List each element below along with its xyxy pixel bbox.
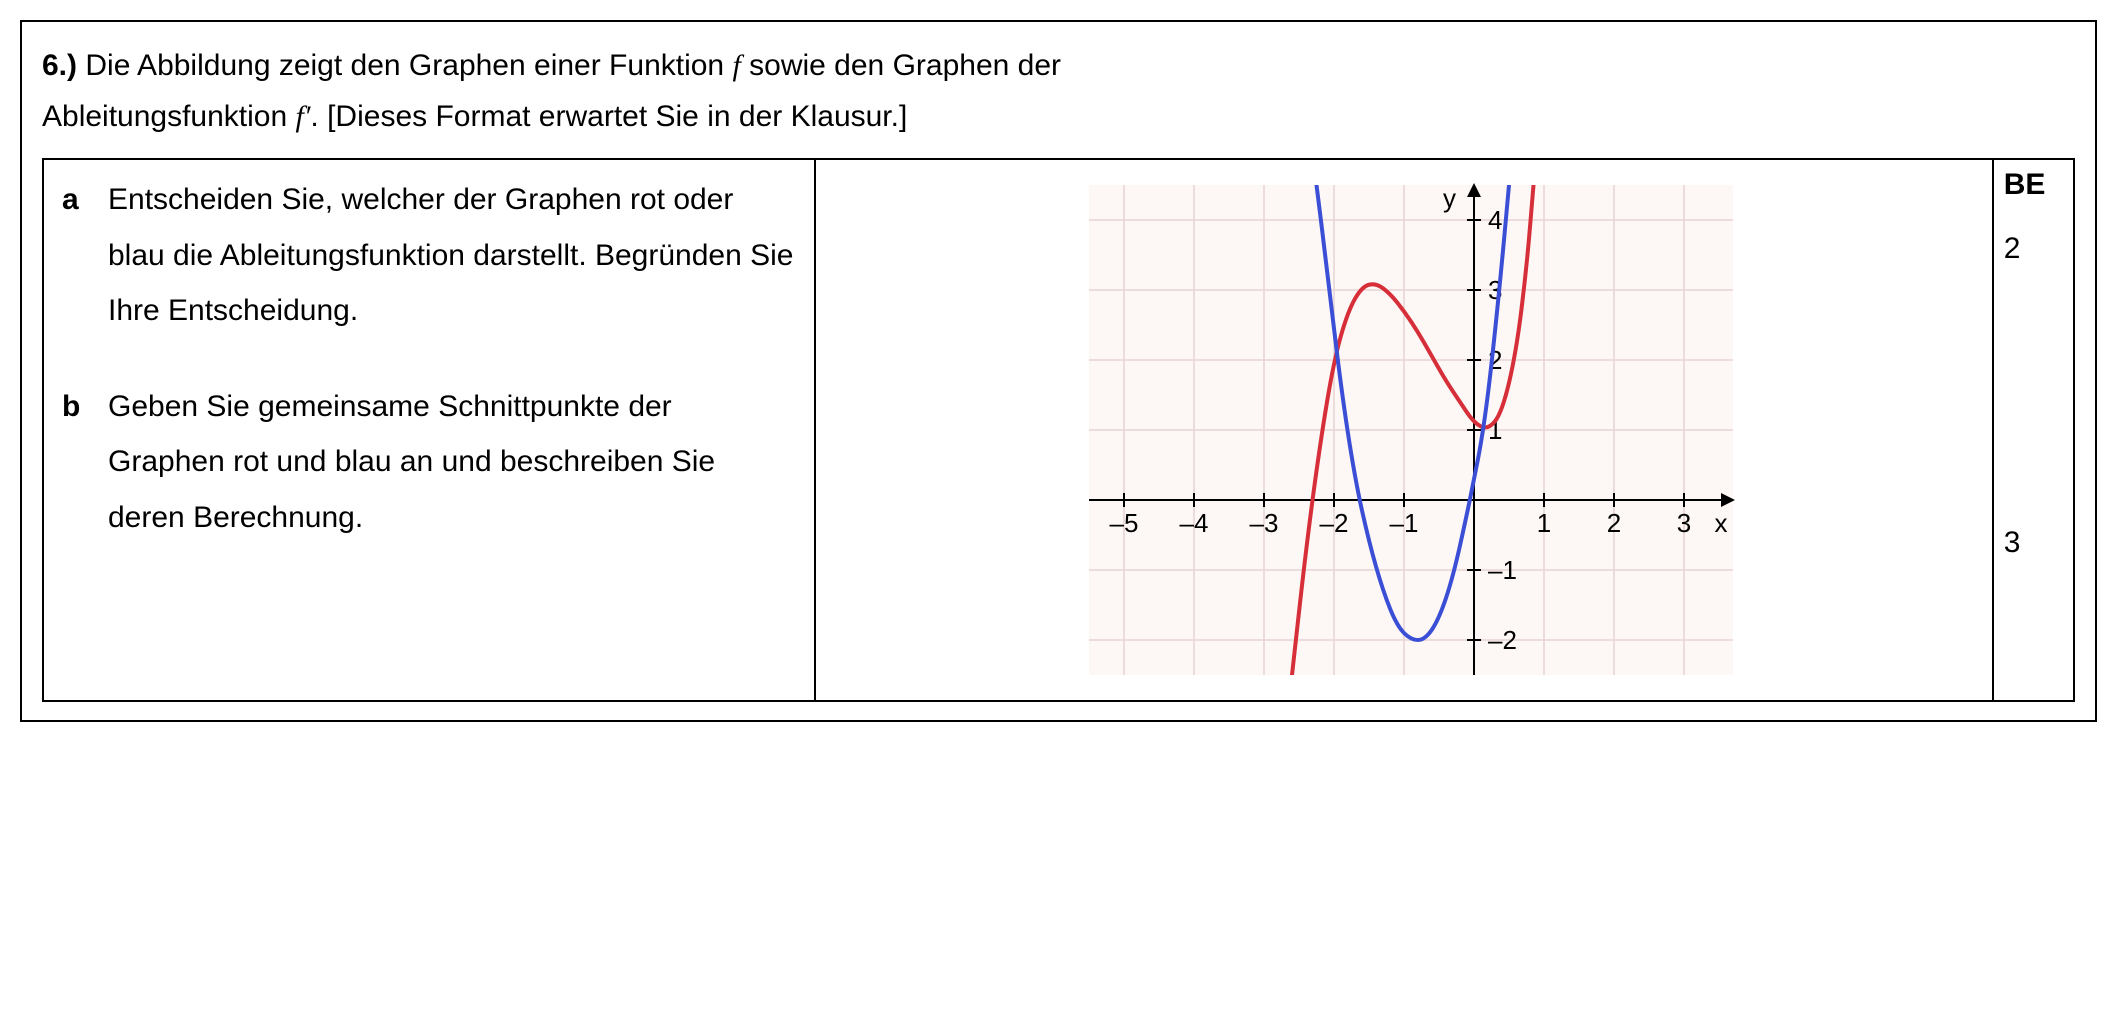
be-header-cell: BE 2 3 [1993, 159, 2074, 701]
exercise-table: a Entscheiden Sie, welcher der Graphen r… [42, 158, 2075, 702]
task-b: b Geben Sie gemeinsame Schnittpunkte der… [62, 379, 796, 546]
x-tick-label: –3 [1249, 508, 1278, 538]
graph-wrapper: –5–4–3–2–1123–2–11234xy [836, 170, 1972, 690]
function-graph: –5–4–3–2–1123–2–11234xy [1044, 170, 1764, 690]
task-a-label: a [62, 172, 86, 339]
intro-part3: Ableitungsfunktion [42, 100, 296, 133]
x-tick-label: –5 [1109, 508, 1138, 538]
x-tick-label: 3 [1677, 508, 1691, 538]
task-a-text: Entscheiden Sie, welcher der Graphen rot… [108, 172, 796, 339]
be-header: BE [2004, 168, 2063, 202]
task-b-text: Geben Sie gemeinsame Schnittpunkte der G… [108, 379, 796, 546]
intro-text: 6.) Die Abbildung zeigt den Graphen eine… [42, 40, 2075, 142]
intro-fprime: f′ [296, 100, 311, 133]
intro-part1: Die Abbildung zeigt den Graphen einer Fu… [85, 49, 732, 82]
x-axis-label: x [1714, 508, 1727, 538]
y-tick-label: 4 [1488, 205, 1502, 235]
graph-cell: –5–4–3–2–1123–2–11234xy [815, 159, 1993, 701]
x-tick-label: 2 [1607, 508, 1621, 538]
points-a: 2 [2004, 232, 2063, 266]
x-tick-label: –2 [1319, 508, 1348, 538]
x-tick-label: 1 [1537, 508, 1551, 538]
y-tick-label: –1 [1488, 555, 1517, 585]
intro-f: f [732, 49, 740, 82]
y-tick-label: –2 [1488, 625, 1517, 655]
x-tick-label: –1 [1389, 508, 1418, 538]
y-axis-label: y [1443, 183, 1456, 213]
points-b: 3 [2004, 526, 2063, 560]
tasks-cell: a Entscheiden Sie, welcher der Graphen r… [43, 159, 815, 701]
task-a: a Entscheiden Sie, welcher der Graphen r… [62, 172, 796, 339]
intro-part4: . [Dieses Format erwartet Sie in der Kla… [310, 100, 907, 133]
exercise-container: 6.) Die Abbildung zeigt den Graphen eine… [20, 20, 2097, 722]
x-tick-label: –4 [1179, 508, 1208, 538]
intro-part2: sowie den Graphen der [741, 49, 1061, 82]
exercise-number: 6.) [42, 49, 77, 82]
task-b-label: b [62, 379, 86, 546]
